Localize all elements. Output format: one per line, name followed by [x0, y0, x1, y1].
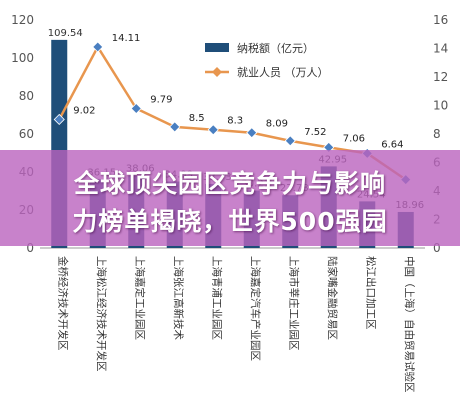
headline-line-1: 全球顶尖园区竞争力与影响	[73, 169, 386, 198]
left-tick-label: 0	[26, 241, 34, 255]
line-point	[207, 124, 219, 136]
left-tick-label: 80	[19, 89, 34, 103]
left-tick-label: 100	[11, 51, 34, 65]
category-label: 上海青浦工业园区	[210, 256, 223, 340]
category-label: 上海松江经济技术开发区	[95, 256, 108, 372]
right-tick-label: 12	[433, 70, 448, 84]
category-label: 上海嘉定汽车产业园区	[249, 256, 262, 361]
category-label: 松江出口加工区	[364, 256, 377, 330]
headline-line-2: 力榜单揭晓，世界500强园	[72, 207, 388, 236]
line-value-label: 8.09	[266, 119, 288, 130]
line-value-label: 9.02	[73, 105, 95, 116]
right-tick-label: 10	[433, 99, 448, 113]
line-value-label: 8.5	[189, 113, 205, 124]
line-point	[92, 41, 104, 53]
line-point	[130, 102, 142, 115]
right-tick-label: 0	[433, 241, 441, 255]
line-value-label: 8.3	[227, 116, 243, 127]
line-value-label: 7.52	[304, 127, 326, 138]
right-tick-label: 16	[433, 13, 448, 27]
left-tick-label: 120	[11, 13, 34, 27]
line-point	[53, 113, 65, 126]
legend-line-label: 就业人员 （万人）	[237, 65, 329, 79]
line-value-label: 7.06	[343, 133, 365, 144]
right-tick-label: 8	[433, 127, 441, 141]
category-label: 中国（上海）自由贸易试验区	[403, 256, 416, 393]
left-tick-label: 60	[19, 127, 34, 141]
line-value-label: 9.79	[150, 94, 172, 105]
line-point	[284, 135, 296, 147]
category-label: 上海市莘庄工业园区	[287, 256, 300, 351]
line-value-label: 6.64	[381, 139, 403, 150]
line-value-label: 14.11	[112, 33, 141, 44]
category-label: 陆家嘴金融贸易区	[326, 256, 339, 340]
legend-bar-label: 纳税额（亿元）	[237, 41, 314, 55]
right-tick-label: 14	[433, 42, 448, 56]
category-label: 上海张江高新技术	[172, 256, 185, 340]
category-label: 金桥经济技术开发区	[56, 256, 69, 351]
headline-banner: 全球顶尖园区竞争力与影响 力榜单揭晓，世界500强园	[0, 150, 460, 246]
line-point	[169, 121, 181, 133]
bar-value-label: 109.54	[48, 28, 83, 39]
legend-bar-swatch	[205, 43, 229, 52]
legend-line-marker	[212, 67, 222, 77]
category-label: 上海嘉定工业园区	[133, 256, 146, 340]
line-point	[246, 127, 258, 139]
